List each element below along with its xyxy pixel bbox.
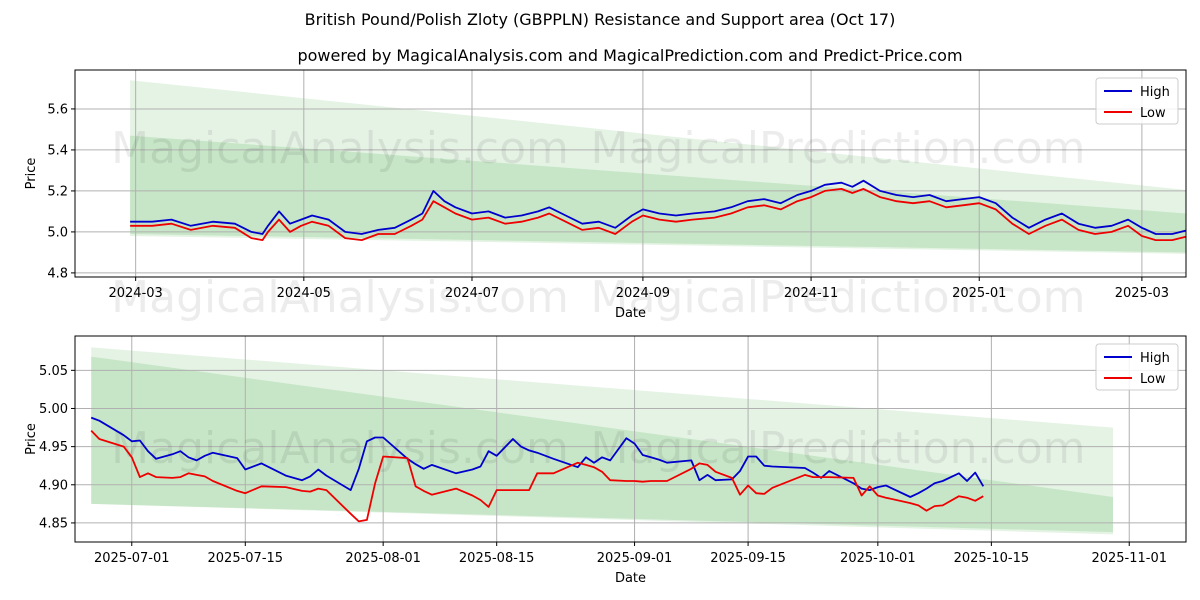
plot-frame: [74, 335, 1187, 543]
y-tick-label: 4.95: [39, 440, 68, 455]
watermark-text: MagicalAnalysis.com: [111, 123, 569, 174]
watermark-text: MagicalAnalysis.com: [111, 423, 569, 474]
legend-label-high: High: [1140, 351, 1170, 366]
x-tick-label: 2024-07: [445, 286, 499, 301]
y-tick-label: 5.00: [39, 402, 68, 417]
x-tick-label: 2025-01: [952, 286, 1006, 301]
y-tick-label: 5.6: [47, 102, 68, 117]
x-axis-label: Date: [615, 306, 646, 321]
y-tick-label: 5.0: [47, 225, 68, 240]
chart-title: British Pound/Polish Zloty (GBPPLN) Resi…: [305, 10, 896, 29]
x-tick-label: 2024-05: [277, 286, 331, 301]
legend-label-high: High: [1140, 85, 1170, 100]
x-tick-label: 2024-09: [616, 286, 670, 301]
y-tick-label: 5.2: [47, 184, 68, 199]
y-tick-label: 4.8: [47, 266, 68, 281]
x-tick-label: 2025-08-01: [345, 551, 421, 566]
x-tick-label: 2025-10-15: [954, 551, 1030, 566]
y-tick-label: 4.90: [39, 478, 68, 493]
resistance-support-inner-band: [130, 135, 1186, 253]
y-tick-label: 5.4: [47, 143, 68, 158]
x-tick-label: 2024-11: [784, 286, 838, 301]
x-tick-label: 2025-09-01: [597, 551, 673, 566]
x-axis-label: Date: [615, 571, 646, 586]
watermark-text: MagicalPrediction.com: [591, 423, 1086, 474]
y-tick-label: 4.85: [39, 516, 68, 531]
bottom-panel: 2025-07-01 2025-07-15 2025-08-01 2025-08-15…: [24, 335, 1187, 586]
watermark-text: MagicalAnalysis.com: [111, 272, 569, 323]
x-tick-label: 2024-03: [108, 286, 162, 301]
x-tick-label: 2025-03: [1115, 286, 1169, 301]
plot-frame: [74, 69, 1187, 278]
x-tick-label: 2025-08-15: [459, 551, 535, 566]
x-tick-label: 2025-10-01: [840, 551, 916, 566]
low-price-line: [130, 188, 1186, 241]
watermark-text: MagicalPrediction.com: [591, 123, 1086, 174]
watermark-text: MagicalPrediction.com: [591, 272, 1086, 323]
x-tick-label: 2025-09-15: [710, 551, 786, 566]
top-panel: 2024-03 2024-05 2024-07 2024-09 2024-11 2025-…: [24, 69, 1187, 323]
y-axis-label: Price: [24, 158, 39, 190]
legend-label-low: Low: [1140, 372, 1166, 387]
x-tick-label: 2025-07-01: [94, 551, 170, 566]
resistance-support-outer-band: [130, 80, 1186, 254]
x-tick-label: 2025-11-01: [1091, 551, 1167, 566]
y-tick-label: 5.05: [39, 364, 68, 379]
high-price-line: [90, 416, 985, 498]
x-tick-label: 2025-07-15: [208, 551, 284, 566]
low-price-line: [90, 429, 984, 523]
chart-subtitle: powered by MagicalAnalysis.com and Magic…: [297, 46, 962, 65]
y-axis-label: Price: [24, 423, 39, 455]
legend-label-low: Low: [1140, 106, 1166, 121]
high-price-line: [130, 179, 1186, 235]
